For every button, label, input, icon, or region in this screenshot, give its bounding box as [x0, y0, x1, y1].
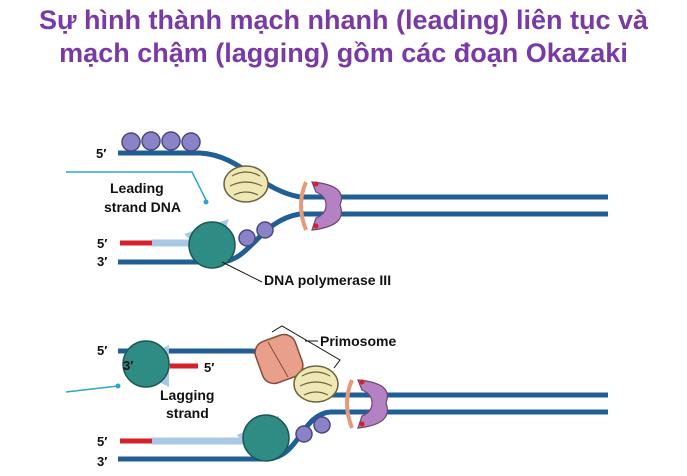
primosome-bracket	[271, 325, 341, 369]
clamp-marker	[359, 379, 365, 385]
bottom-3prime-lower-label: 3′	[97, 454, 107, 469]
top-leading-label-line2: strand DNA	[104, 199, 181, 215]
ssb-protein	[295, 425, 313, 443]
bottom-topoisomerase-ring	[345, 379, 354, 429]
ssb-protein	[256, 221, 274, 239]
top-sliding-clamp	[311, 181, 342, 231]
bottom-5prime-lower-label: 5′	[97, 434, 107, 449]
clamp-marker	[359, 421, 365, 427]
pointer-dot	[115, 383, 121, 389]
bottom-helicase	[293, 365, 339, 403]
polymerase-leader-line	[221, 261, 263, 283]
top-topoisomerase-ring	[299, 181, 308, 231]
ssb-protein	[181, 132, 201, 152]
top-dna-polymerase	[188, 221, 236, 269]
top-ssb-proteins	[121, 131, 201, 152]
dna-polymerase-label: DNA polymerase III	[264, 272, 391, 288]
clamp-marker	[313, 223, 319, 229]
bottom-pointer-line	[65, 385, 119, 393]
ssb-protein	[141, 131, 161, 151]
bottom-leading-polymerase	[242, 414, 290, 462]
bottom-sliding-clamp	[357, 379, 388, 429]
title-line-1: Sự hình thành mạch nhanh (leading) liên …	[38, 5, 649, 35]
ssb-protein	[238, 229, 256, 247]
pointer-dot	[203, 199, 209, 205]
bottom-primase	[254, 333, 304, 385]
top-pointer-line	[66, 171, 207, 201]
ssb-protein	[161, 131, 181, 151]
clamp-marker	[313, 181, 319, 187]
bottom-lagging-polymerase	[122, 340, 170, 388]
bottom-replication-fork: 5′ 3′ 5′ Lagging strand 5′ 3′ Primosome	[65, 325, 608, 469]
top-leading-label-line1: Leading	[110, 180, 164, 196]
bottom-5prime-inner-label: 5′	[204, 360, 214, 375]
lagging-label-line1: Lagging	[160, 387, 214, 403]
bottom-3prime-inner-label: 3′	[123, 358, 133, 373]
top-replication-fork: 5′ Leading strand DNA 5′ 3′ DNA polymera…	[66, 131, 608, 288]
bottom-5prime-upper-label: 5′	[97, 343, 107, 358]
top-5prime-upper-label: 5′	[96, 146, 106, 161]
top-5prime-lower-label: 5′	[97, 236, 107, 251]
ssb-protein	[121, 132, 141, 152]
page-title: Sự hình thành mạch nhanh (leading) liên …	[0, 4, 687, 70]
primosome-label: Primosome	[320, 333, 396, 349]
top-helicase	[223, 165, 269, 203]
title-line-2: mạch chậm (lagging) gồm các đoạn Okazaki	[59, 38, 628, 68]
ssb-protein	[313, 416, 331, 434]
top-3prime-lower-label: 3′	[97, 254, 107, 269]
lagging-label-line2: strand	[166, 405, 209, 421]
